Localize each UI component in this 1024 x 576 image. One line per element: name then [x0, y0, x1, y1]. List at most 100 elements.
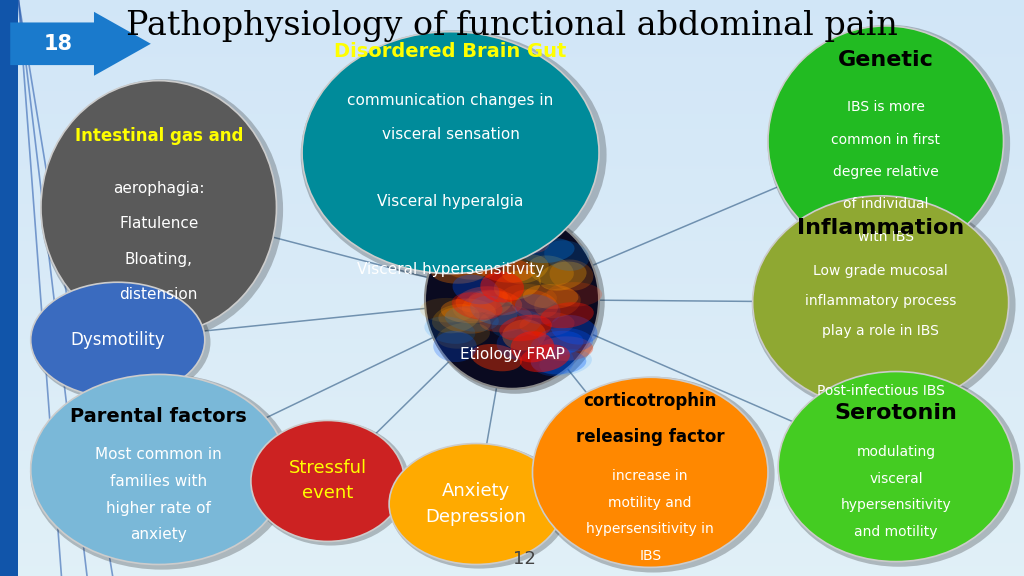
- Ellipse shape: [551, 315, 597, 344]
- Ellipse shape: [538, 328, 593, 353]
- Ellipse shape: [426, 240, 470, 271]
- Bar: [0, 69, 1024, 72]
- Ellipse shape: [532, 377, 774, 573]
- Bar: [0, 225, 1024, 228]
- Bar: [0, 562, 1024, 564]
- Bar: [0, 559, 1024, 562]
- Ellipse shape: [530, 345, 574, 376]
- Bar: [0, 395, 1024, 397]
- Text: aerophagia:: aerophagia:: [113, 181, 205, 196]
- Bar: [0, 444, 1024, 446]
- Text: play a role in IBS: play a role in IBS: [822, 324, 939, 338]
- Text: increase in: increase in: [612, 469, 688, 483]
- Bar: [0, 179, 1024, 181]
- Bar: [0, 274, 1024, 276]
- Ellipse shape: [494, 270, 541, 300]
- Bar: [0, 490, 1024, 492]
- Bar: [0, 495, 1024, 498]
- Ellipse shape: [768, 25, 1010, 262]
- Ellipse shape: [752, 195, 1016, 415]
- Ellipse shape: [427, 236, 477, 263]
- Bar: [0, 130, 1024, 132]
- Text: Bloating,: Bloating,: [125, 252, 193, 267]
- Text: Visceral hypersensitivity: Visceral hypersensitivity: [357, 262, 544, 277]
- Bar: [0, 308, 1024, 311]
- Bar: [0, 343, 1024, 346]
- Bar: [0, 377, 1024, 380]
- Bar: [0, 236, 1024, 239]
- Bar: [0, 141, 1024, 144]
- Bar: [0, 533, 1024, 536]
- Bar: [0, 199, 1024, 202]
- Bar: [0, 170, 1024, 173]
- Bar: [0, 340, 1024, 343]
- Bar: [0, 314, 1024, 317]
- Bar: [0, 550, 1024, 553]
- Ellipse shape: [479, 306, 532, 332]
- Bar: [0, 49, 1024, 52]
- Bar: [0, 461, 1024, 464]
- Ellipse shape: [492, 310, 542, 338]
- Bar: [0, 464, 1024, 467]
- Bar: [0, 544, 1024, 547]
- Bar: [0, 230, 1024, 233]
- Bar: [0, 363, 1024, 366]
- Bar: [0, 78, 1024, 81]
- Bar: [0, 297, 1024, 300]
- Ellipse shape: [41, 79, 283, 340]
- Bar: [0, 26, 1024, 29]
- Ellipse shape: [544, 240, 589, 271]
- Ellipse shape: [501, 225, 550, 253]
- Bar: [0, 467, 1024, 469]
- Ellipse shape: [31, 282, 205, 397]
- Ellipse shape: [538, 336, 593, 361]
- Bar: [0, 196, 1024, 199]
- Bar: [0, 144, 1024, 147]
- Bar: [0, 239, 1024, 242]
- Ellipse shape: [432, 304, 479, 334]
- Bar: [0, 469, 1024, 472]
- Ellipse shape: [252, 421, 410, 545]
- Bar: [0, 156, 1024, 158]
- Ellipse shape: [30, 374, 294, 570]
- Bar: [0, 360, 1024, 363]
- Bar: [0, 317, 1024, 320]
- Bar: [0, 556, 1024, 559]
- Ellipse shape: [301, 31, 606, 279]
- Text: and motility: and motility: [854, 525, 938, 539]
- Ellipse shape: [389, 444, 563, 564]
- Bar: [0, 75, 1024, 78]
- Bar: [0, 12, 1024, 14]
- Bar: [0, 181, 1024, 184]
- Bar: [0, 23, 1024, 26]
- Ellipse shape: [440, 298, 496, 323]
- Bar: [0, 386, 1024, 389]
- Bar: [0, 372, 1024, 374]
- Bar: [0, 305, 1024, 308]
- Bar: [0, 478, 1024, 481]
- Bar: [0, 530, 1024, 533]
- Bar: [0, 40, 1024, 43]
- Ellipse shape: [438, 307, 490, 334]
- Bar: [0, 187, 1024, 190]
- Bar: [0, 423, 1024, 426]
- Bar: [0, 222, 1024, 225]
- Text: 12: 12: [513, 550, 536, 568]
- Ellipse shape: [515, 294, 560, 324]
- Text: motility and: motility and: [608, 495, 692, 510]
- Ellipse shape: [302, 32, 599, 274]
- Text: anxiety: anxiety: [130, 527, 187, 543]
- Bar: [0, 60, 1024, 63]
- Bar: [0, 121, 1024, 124]
- Ellipse shape: [510, 289, 558, 319]
- Text: Most common in: Most common in: [95, 448, 222, 463]
- Text: Inflammation: Inflammation: [797, 218, 965, 238]
- Bar: [0, 282, 1024, 285]
- Bar: [0, 86, 1024, 89]
- Bar: [0, 101, 1024, 104]
- Ellipse shape: [389, 444, 569, 569]
- Bar: [0, 265, 1024, 268]
- Ellipse shape: [532, 377, 768, 567]
- Bar: [0, 374, 1024, 377]
- Ellipse shape: [502, 284, 557, 309]
